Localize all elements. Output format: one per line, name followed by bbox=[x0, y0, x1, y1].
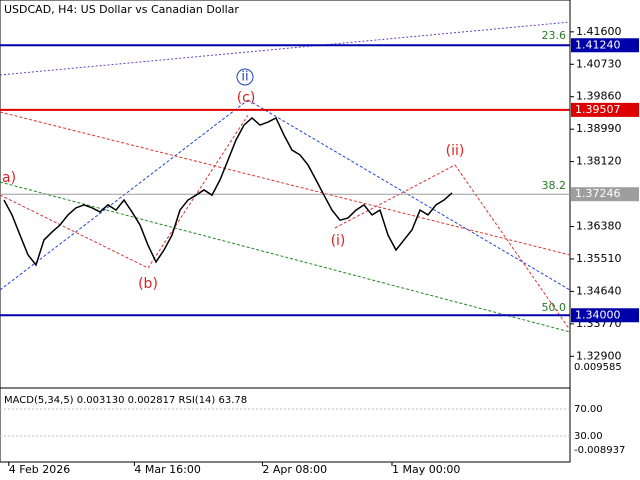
wave-line bbox=[0, 194, 149, 269]
price-line bbox=[3, 116, 453, 267]
wave-label: (i) bbox=[331, 233, 346, 249]
indicator-label: -0.008937 bbox=[574, 445, 625, 456]
wave-label: (ii) bbox=[446, 143, 465, 159]
fib-label: 38.2 bbox=[542, 179, 567, 192]
wave-label: (c) bbox=[237, 90, 256, 106]
wave-line bbox=[334, 164, 456, 229]
wave-circle bbox=[236, 68, 254, 86]
wave-line bbox=[247, 99, 571, 291]
price-tag-label: 1.39507 bbox=[575, 103, 621, 116]
indicator-label: 0.009585 bbox=[574, 362, 622, 373]
price-tag bbox=[571, 102, 639, 117]
y-tick-label: 1.39860 bbox=[576, 90, 622, 103]
indicator-label: 70.00 bbox=[574, 404, 603, 415]
wave-label: (b) bbox=[138, 276, 158, 292]
wave-line bbox=[454, 164, 571, 331]
price-tag-label: 1.37246 bbox=[575, 187, 621, 200]
y-tick-label: 1.38990 bbox=[576, 122, 622, 135]
wave-label: ii bbox=[241, 70, 248, 85]
x-tick-label: 4 Mar 16:00 bbox=[134, 463, 200, 476]
y-tick-label: 1.41600 bbox=[576, 25, 622, 38]
y-tick-label: 1.32900 bbox=[576, 349, 622, 362]
y-tick-label: 1.38120 bbox=[576, 155, 622, 168]
y-tick-label: 1.35510 bbox=[576, 252, 622, 265]
price-tag-label: 1.34000 bbox=[575, 308, 621, 321]
price-tag-label: 1.41240 bbox=[575, 38, 621, 51]
trend-line bbox=[0, 181, 571, 333]
indicator-label: 30.00 bbox=[574, 431, 603, 442]
wave-line bbox=[147, 114, 249, 269]
price-tag bbox=[571, 187, 639, 202]
x-tick-label: 1 May 00:00 bbox=[392, 463, 460, 476]
fib-label: 23.6 bbox=[542, 29, 567, 42]
chart-title: USDCAD, H4: US Dollar vs Canadian Dollar bbox=[4, 3, 239, 16]
indicator-title: MACD(5,34,5) 0.003130 0.002817 RSI(14) 6… bbox=[4, 395, 247, 406]
fib-label: 50.0 bbox=[542, 301, 567, 314]
wave-line bbox=[0, 99, 249, 291]
y-tick-label: 1.36380 bbox=[576, 220, 622, 233]
trend-line bbox=[0, 21, 571, 76]
price-tag bbox=[571, 308, 639, 323]
trend-line bbox=[0, 111, 571, 256]
x-tick-label: 4 Feb 2026 bbox=[9, 463, 70, 476]
x-tick-label: 2 Apr 08:00 bbox=[262, 463, 327, 476]
wave-label: a) bbox=[2, 170, 16, 186]
y-tick-label: 1.34640 bbox=[576, 284, 622, 297]
plot-frame bbox=[0, 0, 571, 463]
price-tag bbox=[571, 38, 639, 53]
y-tick-label: 1.40730 bbox=[576, 57, 622, 70]
